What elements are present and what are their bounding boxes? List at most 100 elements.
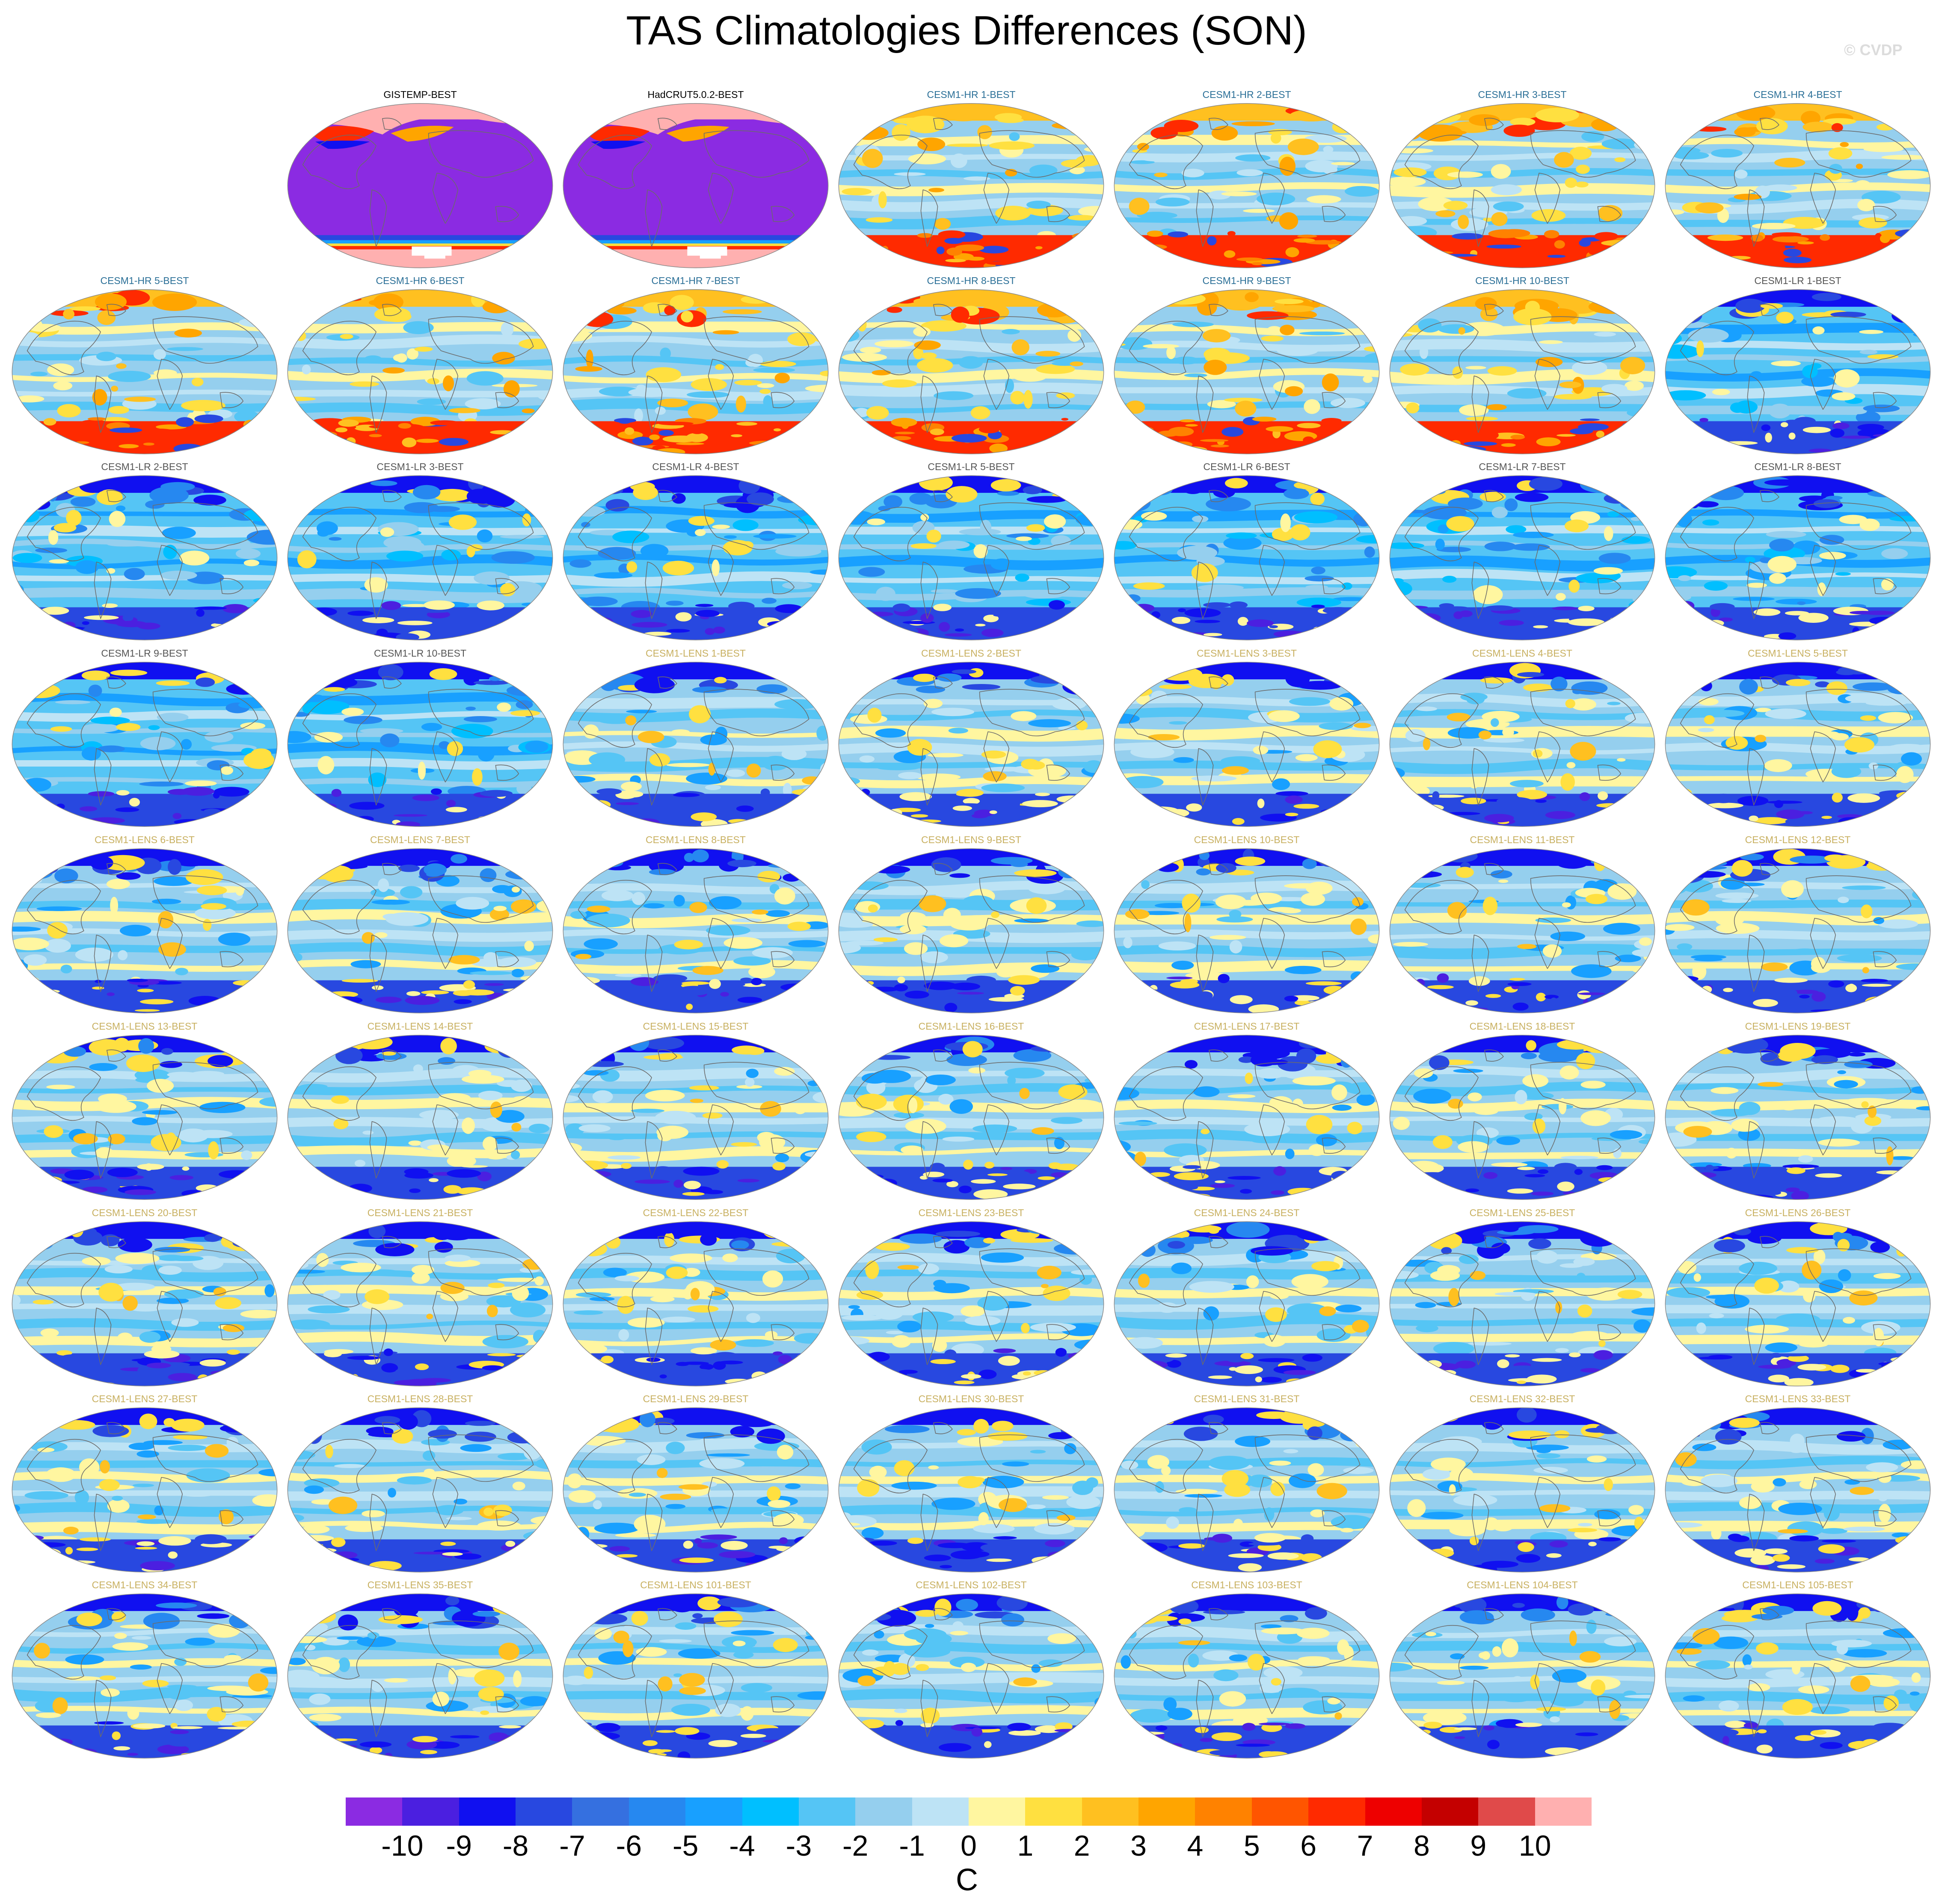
panel-title: CESM1-LR 6-BEST [1203, 461, 1290, 472]
map-panel: CESM1-LENS 13-BEST [8, 1021, 282, 1205]
panel-title: CESM1-LENS 8-BEST [646, 834, 746, 845]
colorbar-tick-label: 5 [1243, 1830, 1260, 1862]
map-plot [838, 103, 1104, 268]
map-plot [563, 848, 829, 1013]
panel-title: CESM1-LENS 2-BEST [921, 648, 1021, 659]
map-outline [563, 475, 829, 640]
colorbar-tick-labels: -10 -9 -8 -7 -6 -5 -4 -3 -2 -1 0 1 2 3 4 5 6 7 8 9 10 [346, 1827, 1592, 1865]
map-plot [1389, 475, 1655, 640]
map-panel: CESM1-HR 1-BEST [834, 89, 1108, 273]
map-panel: CESM1-LENS 20-BEST [8, 1207, 282, 1391]
map-panel: CESM1-HR 3-BEST [1385, 89, 1659, 273]
map-plot [1665, 289, 1931, 454]
panel-title: CESM1-LR 4-BEST [652, 461, 739, 472]
map-panel: CESM1-LENS 14-BEST [283, 1021, 557, 1205]
map-outline [1114, 475, 1380, 640]
figure-title: TAS Climatologies Differences (SON) [626, 8, 1307, 53]
map-outline [1665, 1593, 1931, 1759]
map-panel: CESM1-LENS 102-BEST [834, 1579, 1108, 1763]
colorbar-tick-label: 9 [1470, 1830, 1487, 1862]
map-outline [838, 289, 1104, 454]
panel-title: CESM1-LENS 17-BEST [1194, 1021, 1300, 1032]
colorbar-tick-label: 8 [1413, 1830, 1430, 1862]
map-panel: HadCRUT5.0.2-BEST [559, 89, 833, 273]
map-plot [12, 1407, 278, 1572]
map-panel: CESM1-LENS 9-BEST [834, 834, 1108, 1018]
map-outline [1389, 1407, 1655, 1572]
panel-title: CESM1-LENS 28-BEST [367, 1393, 473, 1404]
map-plot [12, 1221, 278, 1386]
map-plot [1114, 1407, 1380, 1572]
panel-title: CESM1-LENS 11-BEST [1470, 834, 1575, 845]
map-panel: CESM1-LENS 18-BEST [1385, 1021, 1659, 1205]
panel-title: CESM1-HR 5-BEST [100, 275, 189, 286]
map-plot [287, 1407, 553, 1572]
map-outline [1389, 1035, 1655, 1200]
map-outline [287, 1593, 553, 1759]
map-outline [1665, 662, 1931, 827]
map-panel: CESM1-LR 9-BEST [8, 648, 282, 832]
map-outline [1114, 1221, 1380, 1386]
map-panel: CESM1-LENS 32-BEST [1385, 1393, 1659, 1577]
map-panel: CESM1-LR 5-BEST [834, 461, 1108, 645]
map-outline [563, 103, 829, 268]
map-panel: CESM1-LENS 25-BEST [1385, 1207, 1659, 1391]
colorbar-unit-label: C [956, 1863, 978, 1897]
panel-title: CESM1-LR 5-BEST [928, 461, 1015, 472]
map-plot [1389, 1593, 1655, 1759]
panel-title: CESM1-LENS 21-BEST [367, 1207, 473, 1218]
colorbar-box [969, 1797, 1026, 1826]
panel-title: CESM1-LENS 20-BEST [92, 1207, 198, 1218]
map-outline [563, 1221, 829, 1386]
map-panel: CESM1-LENS 4-BEST [1385, 648, 1659, 832]
map-outline [1114, 103, 1380, 268]
map-outline [1114, 848, 1380, 1013]
map-outline [12, 1221, 278, 1386]
cvdp-credit: © CVDP [1844, 41, 1903, 59]
panel-title: HadCRUT5.0.2-BEST [647, 89, 744, 100]
map-plot [1665, 848, 1931, 1013]
panel-title: CESM1-HR 6-BEST [376, 275, 465, 286]
panel-title: CESM1-LR 3-BEST [377, 461, 464, 472]
colorbar-box [1195, 1797, 1252, 1826]
map-plot [838, 1593, 1104, 1759]
panel-title: CESM1-LENS 7-BEST [370, 834, 470, 845]
colorbar-box [685, 1797, 743, 1826]
colorbar-tick-label: 6 [1300, 1830, 1317, 1862]
map-panel: CESM1-LR 7-BEST [1385, 461, 1659, 645]
panel-title: CESM1-LR 2-BEST [101, 461, 188, 472]
map-plot [563, 103, 829, 268]
colorbar-tick-label: 2 [1073, 1830, 1090, 1862]
map-panel: CESM1-LENS 31-BEST [1110, 1393, 1384, 1577]
map-outline [287, 848, 553, 1013]
colorbar-box [346, 1797, 403, 1826]
map-plot [838, 1221, 1104, 1386]
map-outline [12, 662, 278, 827]
map-panel: CESM1-LENS 3-BEST [1110, 648, 1384, 832]
colorbar-tick-label: -1 [899, 1830, 925, 1862]
colorbar-tick-label: 1 [1017, 1830, 1034, 1862]
map-panel: CESM1-LR 3-BEST [283, 461, 557, 645]
map-plot [563, 1221, 829, 1386]
colorbar-tick-label: -7 [559, 1830, 585, 1862]
map-plot [1389, 103, 1655, 268]
map-outline [563, 848, 829, 1013]
panel-title: CESM1-LENS 3-BEST [1197, 648, 1297, 659]
map-plot [12, 662, 278, 827]
map-outline [1665, 1221, 1931, 1386]
map-plot [287, 1035, 553, 1200]
map-plot [1114, 475, 1380, 640]
map-plot [12, 848, 278, 1013]
map-plot [563, 662, 829, 827]
colorbar-tick-label: 0 [961, 1830, 977, 1862]
panel-title: CESM1-HR 9-BEST [1202, 275, 1291, 286]
map-panel: CESM1-HR 6-BEST [283, 275, 557, 459]
map-outline [1114, 1593, 1380, 1759]
map-outline [563, 289, 829, 454]
colorbar-tick-label: 3 [1130, 1830, 1147, 1862]
map-outline [1665, 289, 1931, 454]
map-outline [1389, 475, 1655, 640]
map-panel-grid: GISTEMP-BEST HadCRUT5.0.2-BEST CESM1-HR 1-… [8, 89, 1931, 1763]
map-panel: GISTEMP-BEST [283, 89, 557, 273]
map-plot [1114, 1221, 1380, 1386]
